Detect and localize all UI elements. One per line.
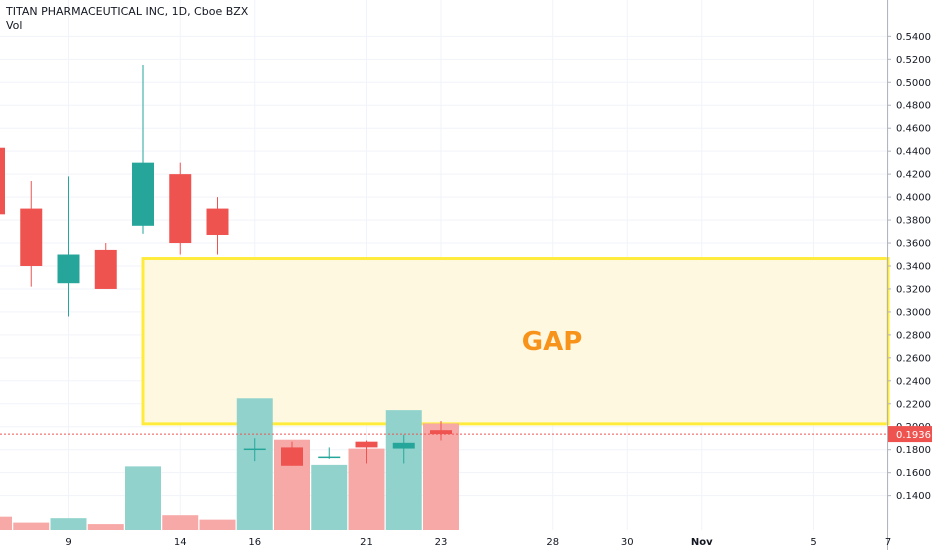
volume-bar xyxy=(87,524,124,530)
y-tick-label: 0.3000 xyxy=(896,307,931,318)
candle-body xyxy=(318,456,341,459)
x-tick-label: 30 xyxy=(621,537,634,548)
volume-bar xyxy=(236,398,273,530)
volume-bar xyxy=(162,515,199,530)
y-tick-label: 0.3600 xyxy=(896,239,931,250)
x-tick-label: Nov xyxy=(691,537,713,548)
x-tick-label: 21 xyxy=(360,537,373,548)
y-tick-label: 0.1800 xyxy=(896,445,931,456)
candle-body xyxy=(206,208,229,235)
candle-body xyxy=(132,162,154,226)
volume-bar xyxy=(199,519,236,530)
volume-bar xyxy=(50,518,87,530)
y-tick-label: 0.4200 xyxy=(896,170,931,181)
x-tick-label: 28 xyxy=(546,537,559,548)
y-tick-label: 0.4000 xyxy=(896,193,931,204)
volume-bar xyxy=(125,466,161,530)
y-tick-label: 0.4800 xyxy=(896,101,931,112)
symbol-title[interactable]: TITAN PHARMACEUTICAL INC, 1D, Cboe BZX xyxy=(6,5,249,18)
candle-body xyxy=(20,208,43,266)
volume-bar xyxy=(0,516,12,530)
x-tick-label: 23 xyxy=(435,537,448,548)
candle-body xyxy=(430,430,452,435)
y-tick-label: 0.2600 xyxy=(896,353,931,364)
y-tick-label: 0.1600 xyxy=(896,468,931,479)
last-price-label: 0.1936 xyxy=(896,430,931,441)
candle-body xyxy=(57,254,80,284)
candle-body xyxy=(392,442,415,449)
candles xyxy=(0,65,452,466)
y-tick-label: 0.4400 xyxy=(896,147,931,158)
last-price-badge xyxy=(888,426,932,443)
time-axis[interactable]: 9 14 16 21 23 28 30 Nov 5 7 xyxy=(65,537,891,548)
gap-zone[interactable] xyxy=(141,257,890,426)
candle-body xyxy=(169,174,192,244)
chart-legend: TITAN PHARMACEUTICAL INC, 1D, Cboe BZX V… xyxy=(6,5,248,33)
candle-body xyxy=(94,249,117,289)
x-tick-label: 14 xyxy=(174,537,187,548)
y-tick-label: 0.5000 xyxy=(896,78,931,89)
candle-body xyxy=(0,147,5,215)
volume-bar xyxy=(311,464,348,530)
candle-body xyxy=(355,441,378,448)
volume-bar xyxy=(13,522,50,530)
y-tick-label: 0.3200 xyxy=(896,284,931,295)
y-tick-label: 0.5200 xyxy=(896,55,931,66)
gap-label: GAP xyxy=(522,327,583,357)
volume-bar xyxy=(385,410,422,530)
y-tick-label: 0.4600 xyxy=(896,124,931,135)
candle-body xyxy=(243,448,266,451)
y-tick-label: 0.2200 xyxy=(896,399,931,410)
x-tick-label: 5 xyxy=(810,537,816,548)
x-tick-label: 7 xyxy=(885,537,891,548)
y-tick-label: 0.1400 xyxy=(896,491,931,502)
x-tick-label: 9 xyxy=(65,537,71,548)
x-tick-label: 16 xyxy=(248,537,261,548)
candle-body xyxy=(281,447,303,466)
y-tick-label: 0.2800 xyxy=(896,330,931,341)
y-tick-label: 0.5400 xyxy=(896,32,931,43)
y-tick-label: 0.2400 xyxy=(896,376,931,387)
y-tick-label: 0.3400 xyxy=(896,261,931,272)
volume-bar xyxy=(423,423,459,530)
volume-label[interactable]: Vol xyxy=(6,19,23,32)
volume-bars xyxy=(0,398,459,530)
y-tick-label: 0.3800 xyxy=(896,216,931,227)
